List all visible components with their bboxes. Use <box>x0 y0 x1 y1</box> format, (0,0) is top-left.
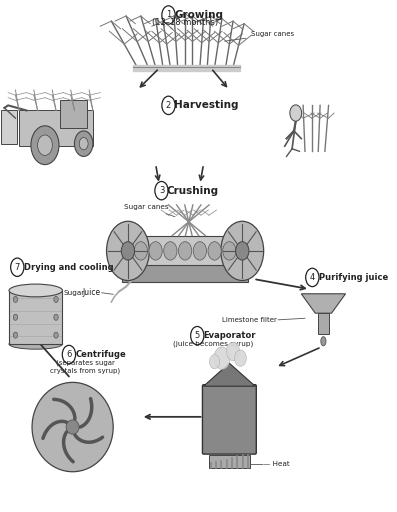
FancyBboxPatch shape <box>209 455 250 468</box>
Circle shape <box>106 221 149 281</box>
Circle shape <box>121 242 135 260</box>
Text: Limestone filter: Limestone filter <box>222 317 278 323</box>
Text: Evaporator: Evaporator <box>204 331 256 340</box>
Text: (separates sugar: (separates sugar <box>56 360 115 367</box>
Circle shape <box>179 242 192 260</box>
Circle shape <box>208 242 221 260</box>
FancyBboxPatch shape <box>19 111 93 146</box>
FancyBboxPatch shape <box>1 111 17 144</box>
Circle shape <box>31 126 59 164</box>
Circle shape <box>226 343 240 360</box>
Circle shape <box>54 296 58 303</box>
Circle shape <box>236 242 249 260</box>
Text: (12–18 months): (12–18 months) <box>152 18 218 27</box>
Circle shape <box>221 221 264 281</box>
Polygon shape <box>301 294 345 313</box>
Text: 3: 3 <box>159 186 164 195</box>
Circle shape <box>193 242 206 260</box>
Text: 4: 4 <box>310 273 315 282</box>
Circle shape <box>54 332 58 338</box>
Circle shape <box>223 242 236 260</box>
Circle shape <box>149 242 162 260</box>
Text: Purifying juice: Purifying juice <box>319 273 388 282</box>
FancyBboxPatch shape <box>9 290 62 344</box>
Ellipse shape <box>321 337 326 346</box>
Circle shape <box>54 314 58 321</box>
Ellipse shape <box>66 420 79 434</box>
Ellipse shape <box>9 339 62 349</box>
Circle shape <box>38 135 52 156</box>
Text: Sugar: Sugar <box>64 290 85 296</box>
Text: Sugar canes: Sugar canes <box>225 31 295 41</box>
Polygon shape <box>204 363 255 386</box>
Circle shape <box>290 105 302 121</box>
Text: 1: 1 <box>166 10 171 19</box>
Text: 6: 6 <box>66 350 71 359</box>
Circle shape <box>235 350 246 366</box>
FancyBboxPatch shape <box>202 385 256 454</box>
Text: Growing: Growing <box>174 10 223 20</box>
Circle shape <box>13 332 17 338</box>
FancyBboxPatch shape <box>318 313 329 334</box>
Ellipse shape <box>32 382 113 472</box>
Text: Centrifuge: Centrifuge <box>75 350 126 359</box>
Circle shape <box>164 242 177 260</box>
Text: 7: 7 <box>15 263 20 272</box>
Text: Drying and cooling: Drying and cooling <box>23 263 113 272</box>
Text: 2: 2 <box>166 101 171 110</box>
Text: 5: 5 <box>195 331 200 340</box>
Text: Sugar canes: Sugar canes <box>124 204 175 217</box>
Ellipse shape <box>9 284 62 297</box>
Circle shape <box>210 354 220 369</box>
Circle shape <box>214 347 230 369</box>
Circle shape <box>75 131 93 157</box>
Circle shape <box>79 138 88 150</box>
Circle shape <box>134 242 147 260</box>
FancyBboxPatch shape <box>122 265 248 282</box>
Text: Harvesting: Harvesting <box>174 100 239 111</box>
FancyBboxPatch shape <box>60 100 87 129</box>
Text: — Heat: — Heat <box>262 461 289 467</box>
Text: Crushing: Crushing <box>167 186 219 196</box>
Circle shape <box>13 314 17 321</box>
FancyBboxPatch shape <box>128 236 242 266</box>
Text: (juice becomes syrup): (juice becomes syrup) <box>173 340 253 347</box>
Text: crystals from syrup): crystals from syrup) <box>50 367 121 374</box>
Text: Juice: Juice <box>82 288 100 297</box>
Circle shape <box>13 296 17 303</box>
